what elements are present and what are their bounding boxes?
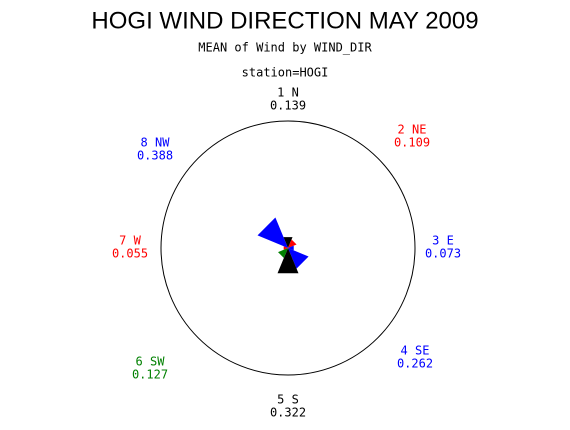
- value-label: 0.139: [270, 99, 306, 113]
- value-label: 0.127: [132, 368, 168, 382]
- direction-label: 4 SE: [401, 344, 430, 358]
- petal: [283, 237, 293, 248]
- direction-label: 3 E: [432, 234, 454, 248]
- petal: [278, 248, 288, 258]
- value-label: 0.388: [137, 149, 173, 163]
- direction-label: 7 W: [119, 234, 141, 248]
- direction-label: 1 N: [277, 86, 299, 100]
- direction-label: 8 NW: [141, 136, 171, 150]
- petal: [288, 245, 294, 251]
- direction-label: 2 NE: [398, 123, 427, 137]
- petal: [288, 248, 309, 269]
- chart-title: HOGI WIND DIRECTION MAY 2009: [91, 7, 478, 34]
- petal: [288, 239, 297, 248]
- value-label: 0.109: [394, 136, 430, 150]
- station-label: station=HOGI: [242, 66, 329, 80]
- direction-label: 5 S: [277, 393, 299, 407]
- value-label: 0.262: [397, 357, 433, 371]
- petal: [283, 246, 288, 250]
- value-label: 0.055: [112, 247, 148, 261]
- petal: [257, 217, 288, 248]
- rose-circle: [160, 120, 416, 376]
- value-label: 0.322: [270, 406, 306, 420]
- value-label: 0.073: [425, 247, 461, 261]
- petal: [277, 248, 299, 274]
- direction-label: 6 SW: [136, 355, 166, 369]
- chart-subtitle: MEAN of Wind by WIND_DIR: [198, 41, 372, 55]
